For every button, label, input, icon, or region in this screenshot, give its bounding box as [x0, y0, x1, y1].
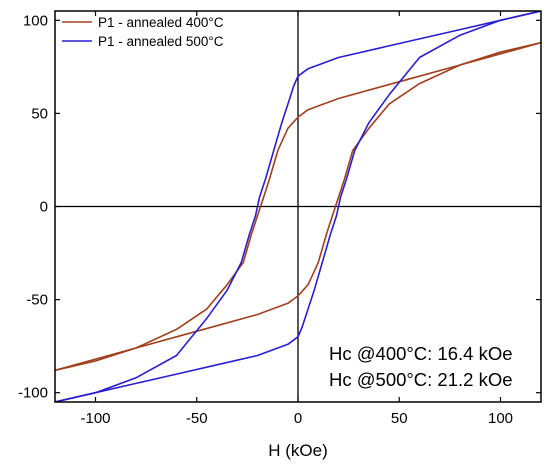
legend-label: P1 - annealed 500°C	[98, 34, 224, 49]
x-tick-label: 0	[294, 410, 302, 427]
x-tick-label: 50	[391, 410, 408, 427]
x-tick-label: 100	[488, 410, 513, 427]
legend-item-2: P1 - annealed 500°C	[62, 34, 224, 49]
series-1-ascending-branch	[55, 41, 541, 372]
y-tick-label: 100	[23, 12, 48, 29]
y-tick-label: 50	[31, 105, 48, 122]
legend-item-1: P1 - annealed 400°C	[62, 15, 224, 30]
series-1-descending-branch	[55, 41, 541, 372]
y-tick-label: -100	[18, 385, 48, 402]
series-2-descending-branch	[55, 11, 541, 402]
y-tick-label: 0	[40, 199, 48, 216]
annotations: Hc @400°C: 16.4 kOe Hc @500°C: 21.2 kOe	[329, 343, 513, 390]
x-tick-label: -100	[80, 410, 110, 427]
x-tick-label: -50	[186, 410, 208, 427]
y-tick-label: -50	[26, 292, 48, 309]
ticks: -100 -50 0 50 100 -100 -50 0 50 100	[18, 11, 541, 427]
curves	[55, 11, 541, 402]
series-2-ascending-branch	[55, 11, 541, 402]
coercivity-annotation-2: Hc @500°C: 21.2 kOe	[329, 369, 513, 390]
coercivity-annotation-1: Hc @400°C: 16.4 kOe	[329, 343, 513, 364]
x-axis-label: H (kOe)	[268, 441, 328, 460]
legend: P1 - annealed 400°C P1 - annealed 500°C	[62, 15, 224, 49]
legend-label: P1 - annealed 400°C	[98, 15, 224, 30]
